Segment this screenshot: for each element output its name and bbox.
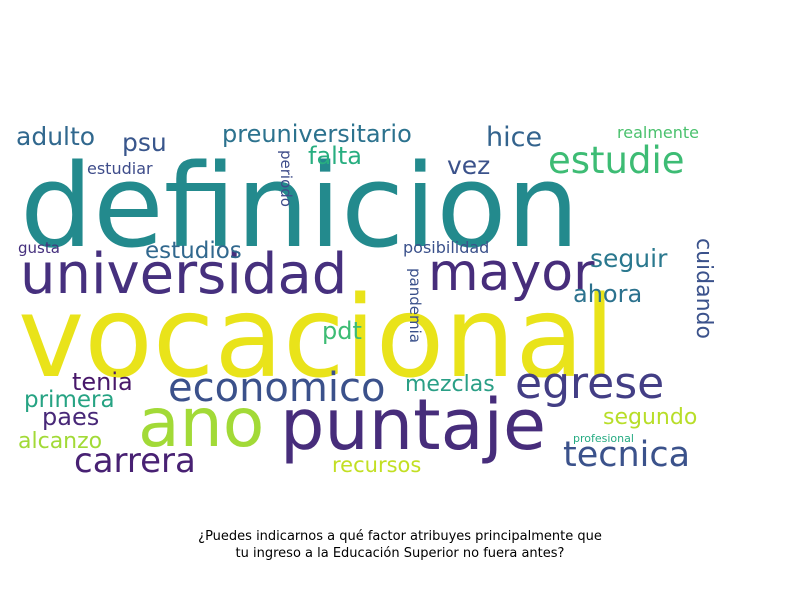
word: alcanzo [18,429,103,454]
caption-line-1: ¿Puedes indicarnos a qué factor atribuye… [198,529,602,544]
word: egrese [515,358,665,409]
word: periodo [277,150,295,207]
word: estudie [548,139,685,182]
word: tecnica [563,435,691,475]
word: posibilidad [403,238,490,257]
word: universidad [20,242,348,307]
word: carrera [74,441,196,481]
word: gusta [18,239,60,257]
word: pdt [322,317,362,345]
word: mezclas [405,372,495,397]
word: primera [24,387,115,413]
word: vez [447,151,491,180]
chart-caption: ¿Puedes indicarnos a qué factor atribuye… [0,528,800,562]
word: puntaje [280,384,547,466]
word: vocacional [18,273,615,403]
word: mayor [428,243,595,303]
word: cuidando [691,238,716,339]
word: pandemia [406,268,424,343]
word: ano [138,384,265,463]
word: ahora [573,280,643,308]
word: adulto [16,122,96,151]
word: segundo [603,405,698,430]
word: falta [308,142,362,170]
word: hice [486,122,543,153]
word: seguir [590,244,668,273]
word: economico [168,365,386,411]
word: paes [42,403,100,431]
word: profesional [573,432,634,445]
word: estudiar [87,159,153,178]
word: definicion [20,140,580,274]
word: realmente [617,123,700,142]
word: recursos [332,453,422,477]
word: estudios [145,238,242,264]
word: preuniversitario [222,120,412,148]
word: tenia [72,368,133,396]
word: psu [122,128,167,157]
caption-line-2: tu ingreso a la Educación Superior no fu… [235,546,565,561]
